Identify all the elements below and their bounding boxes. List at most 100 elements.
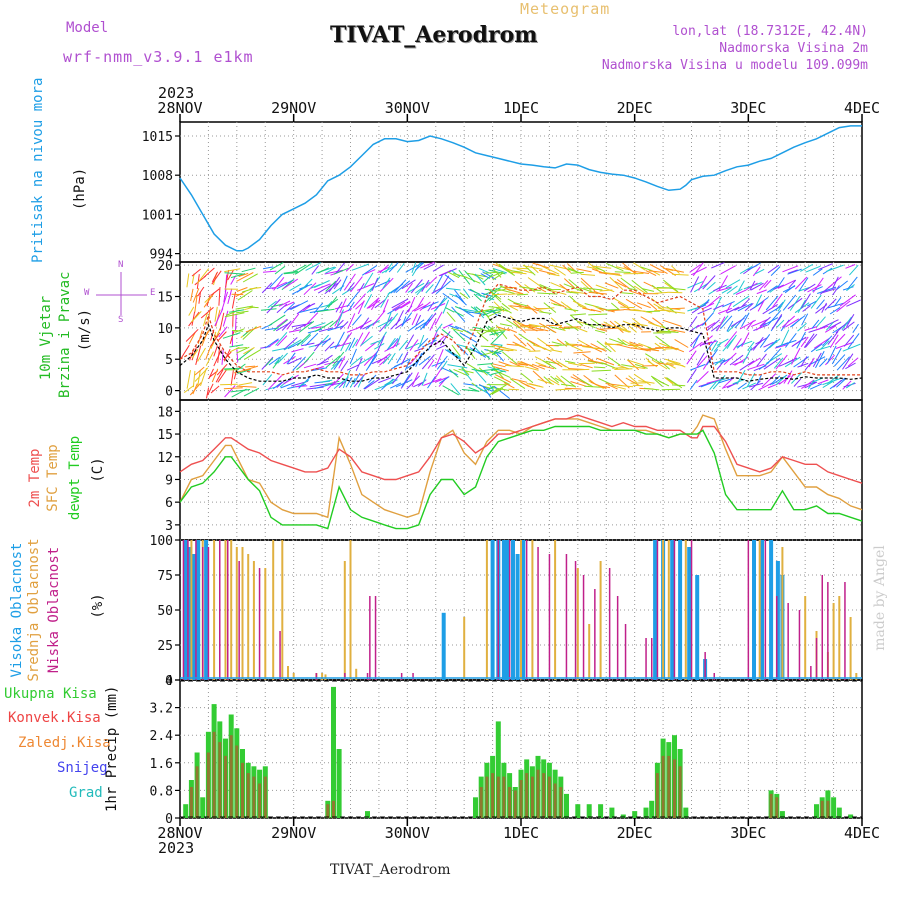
wind-barb xyxy=(235,305,253,310)
wind-barb xyxy=(462,288,471,298)
wind-barb xyxy=(596,357,615,366)
wind-barb xyxy=(542,360,557,370)
wind-barb xyxy=(203,267,215,278)
wind-barb xyxy=(468,387,480,392)
precip-conv-bar xyxy=(525,773,529,818)
wind-barb xyxy=(303,351,315,364)
wind-barb xyxy=(355,357,363,372)
wind-barb xyxy=(543,376,553,385)
wind-barb xyxy=(489,331,504,336)
cloud-bar-mid xyxy=(230,540,233,680)
wind-barb xyxy=(735,340,753,348)
wind-barb xyxy=(492,272,504,281)
cloud-bar-low xyxy=(594,589,596,680)
wind-barb xyxy=(474,308,495,313)
wind-barb xyxy=(421,279,430,292)
pressure-chart xyxy=(179,125,862,252)
wind-barb xyxy=(513,334,527,347)
wind-barb xyxy=(842,321,855,332)
wind-barb xyxy=(773,284,785,290)
wind-barb xyxy=(223,387,243,390)
wind-barb xyxy=(518,333,536,346)
wind-barb xyxy=(223,348,231,362)
wind-barb xyxy=(283,339,302,351)
wind-barb xyxy=(755,322,767,331)
wind-barb xyxy=(283,278,299,289)
wind-barb xyxy=(414,262,425,271)
wind-barb xyxy=(346,291,359,308)
wind-barb xyxy=(262,374,273,386)
wind-barb xyxy=(313,283,331,291)
cloud-bar-low xyxy=(704,652,706,680)
wind-barb xyxy=(554,267,566,276)
wind-barb xyxy=(807,300,817,307)
wind-barb xyxy=(836,280,849,290)
wind-barb xyxy=(398,339,409,351)
wind-barb xyxy=(723,376,735,388)
wind-barb xyxy=(822,335,833,347)
x-label-top: 30NOV xyxy=(385,99,430,117)
precip-conv-bar xyxy=(326,804,330,818)
wind-barb xyxy=(275,331,288,346)
wind-barb xyxy=(372,310,386,326)
wind-barb xyxy=(672,273,689,276)
wind-barb xyxy=(455,294,467,306)
cloud-bar-low xyxy=(344,673,346,680)
wind-barb xyxy=(352,314,362,326)
wind-barb xyxy=(303,363,317,369)
meteogram-label: Meteogram xyxy=(520,0,611,18)
precip-total-bar xyxy=(643,807,649,818)
wind-barb xyxy=(395,335,401,347)
wind-barb xyxy=(359,317,370,330)
wind-barb xyxy=(405,282,413,293)
wind-barb xyxy=(800,293,811,309)
wind-barb xyxy=(303,282,317,296)
wind-barb xyxy=(808,357,815,368)
wind-barb xyxy=(439,376,450,384)
wind-barb xyxy=(662,279,679,293)
cloud-bar-high xyxy=(441,612,446,680)
wind-barb xyxy=(565,342,583,352)
wind-barb xyxy=(391,298,409,309)
wind-barb xyxy=(380,291,391,308)
wind-barb xyxy=(522,265,543,270)
wind-barb xyxy=(617,364,630,370)
precip-conv-bar xyxy=(530,776,534,818)
wind-barb xyxy=(575,344,590,348)
wind-barb xyxy=(288,329,302,333)
cloud-bar-low xyxy=(258,568,261,680)
wind-barb xyxy=(334,310,344,327)
precip-conv-bar xyxy=(547,776,551,818)
wind-barb xyxy=(440,360,448,371)
wind-barb xyxy=(713,296,722,313)
wind-barb xyxy=(627,287,638,291)
wind-barb xyxy=(230,389,251,393)
wind-barb xyxy=(713,304,725,310)
wind-barb xyxy=(537,292,558,295)
wind-barb xyxy=(508,388,520,391)
wind-barb xyxy=(490,291,502,303)
wind-barb xyxy=(194,366,205,376)
wind-barb xyxy=(508,304,519,311)
wind-barb xyxy=(592,304,605,312)
wind-ytick-label: 5 xyxy=(165,353,173,368)
wind-barb xyxy=(359,331,370,347)
wind-barb xyxy=(487,330,499,333)
wind-barb xyxy=(379,277,394,292)
cloud-bar-low xyxy=(776,596,778,680)
wind-barb xyxy=(633,262,646,271)
cloud-bar-low xyxy=(412,673,414,680)
wind-barb xyxy=(352,338,359,349)
cloud-ylabel-high: Visoka Oblacnost xyxy=(9,542,25,678)
cloud-bar-mid xyxy=(758,540,761,680)
wind-barb xyxy=(374,342,385,350)
wind-barb xyxy=(759,316,771,327)
wind-barb xyxy=(313,280,330,288)
precip-conv-bar xyxy=(673,759,676,818)
wind-barb xyxy=(566,305,577,313)
wind-barb xyxy=(361,265,378,276)
wind-barb xyxy=(849,264,859,276)
wind-barb xyxy=(272,381,283,390)
wind-barb xyxy=(567,362,582,366)
wind-barb xyxy=(237,369,251,374)
